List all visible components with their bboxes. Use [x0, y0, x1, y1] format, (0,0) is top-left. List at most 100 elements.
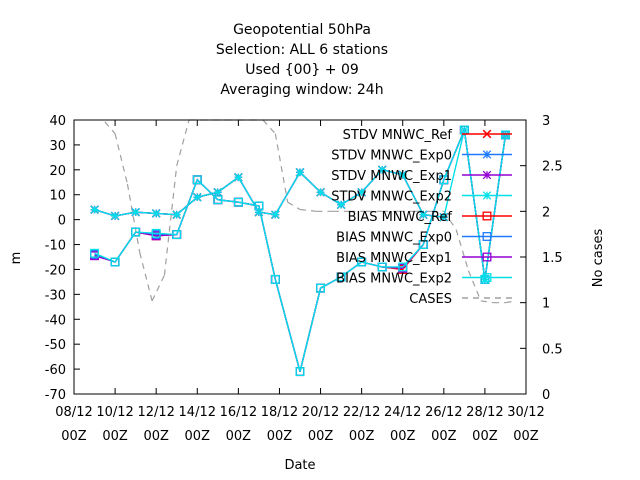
x-tick-label-date: 26/12 [425, 405, 462, 420]
legend-marker [482, 211, 492, 221]
legend-label: BIAS MNWC_Exp1 [336, 251, 452, 266]
data-point [398, 262, 408, 272]
data-point [131, 207, 140, 217]
data-point [439, 212, 449, 222]
data-point [172, 230, 182, 240]
x-tick-label-date: 24/12 [384, 405, 421, 420]
title-line-3: Used {00} + 09 [245, 62, 359, 78]
y-tick-label: -20 [45, 263, 66, 278]
title-line-1: Geopotential 50hPa [233, 22, 371, 38]
data-point [295, 168, 305, 177]
y-tick-label: 20 [49, 164, 66, 179]
y-tick-label: -10 [45, 239, 66, 254]
legend-label: BIAS MNWC_Exp0 [336, 231, 452, 246]
cases-line-segment [299, 208, 317, 212]
y-tick-label: -50 [45, 338, 66, 353]
cases-line-segment [467, 270, 482, 302]
chart-title: Geopotential 50hPa Selection: ALL 6 stat… [216, 22, 388, 98]
data-point [336, 200, 346, 209]
x-tick-label-date: 28/12 [466, 405, 503, 420]
data-point [90, 248, 99, 258]
y-axis-title: m [9, 252, 24, 265]
legend-label: STDV MNWC_Exp2 [331, 190, 452, 205]
y2-axis-title: No cases [591, 229, 606, 288]
data-point [213, 195, 223, 205]
cases-line-segment [480, 300, 494, 304]
cases-line-segment [139, 252, 153, 301]
data-point [357, 257, 367, 267]
y-tick-label: 40 [49, 114, 66, 129]
cases-line-segment [505, 300, 516, 304]
legend-label: STDV MNWC_Ref [343, 128, 453, 143]
legend-label: BIAS MNWC_Ref [348, 210, 453, 225]
legend-marker [482, 129, 492, 139]
legend-entry: BIAS MNWC_Ref [348, 210, 512, 225]
x-tick-label-hour: 00Z [308, 429, 334, 444]
y2-tick-label: 1 [542, 297, 550, 312]
y-tick-label: -30 [45, 288, 66, 303]
y2-tick-label: 2.5 [542, 160, 563, 175]
y-tick-label: -40 [45, 313, 66, 328]
y2-tick-label: 0.5 [542, 342, 563, 357]
data-point [151, 228, 161, 238]
legend-label: STDV MNWC_Exp0 [331, 149, 452, 164]
cases-line-segment [163, 165, 178, 276]
y2-tick-label: 1.5 [542, 251, 563, 266]
legend-entry: BIAS MNWC_Exp1 [336, 251, 512, 266]
x-tick-label-hour: 00Z [226, 429, 252, 444]
data-point [110, 211, 120, 221]
data-point [377, 165, 387, 175]
cases-line-segment [455, 229, 470, 271]
data-point [254, 201, 264, 211]
data-point [151, 209, 161, 218]
data-point [398, 170, 407, 180]
x-tick-label-hour: 00Z [102, 429, 128, 444]
data-point [316, 283, 325, 293]
cases-line-segment [176, 119, 190, 166]
series-stdv-mnwc-exp2 [90, 125, 510, 284]
legend-entry: BIAS MNWC_Exp0 [336, 231, 512, 246]
x-tick-label-hour: 00Z [390, 429, 416, 444]
data-point [501, 130, 510, 140]
legend-marker [482, 273, 492, 282]
y2-tick-label: 3 [542, 114, 550, 129]
data-point [234, 173, 243, 182]
legend-marker [482, 232, 492, 241]
x-tick-label-date: 20/12 [302, 405, 339, 420]
data-point [336, 272, 346, 282]
data-point [418, 240, 428, 249]
x-tick-label-date: 08/12 [55, 405, 92, 420]
cases-line-segment [274, 133, 289, 203]
data-point [480, 274, 490, 284]
legend-entry: STDV MNWC_Exp2 [331, 190, 512, 205]
cases-line-segment [104, 121, 116, 135]
series-line [94, 127, 507, 372]
data-point [233, 197, 243, 207]
x-tick-label-date: 30/12 [507, 405, 544, 420]
x-tick-label-hour: 00Z [267, 429, 293, 444]
legend-label: CASES [409, 292, 452, 307]
x-tick-label-date: 14/12 [179, 405, 216, 420]
data-point [439, 175, 449, 185]
data-point [90, 205, 99, 214]
y2-tick-label: 0 [542, 388, 550, 403]
y-tick-label: -60 [45, 363, 66, 378]
legend-entry: STDV MNWC_Exp0 [331, 149, 512, 164]
x-tick-label-hour: 00Z [349, 429, 375, 444]
x-tick-label-date: 18/12 [261, 405, 298, 420]
x-axis-title: Date [284, 458, 315, 473]
cases-line-segment [126, 183, 141, 253]
y2-tick-label: 2 [542, 205, 550, 220]
data-point [172, 210, 181, 219]
x-tick-label-hour: 00Z [143, 429, 169, 444]
y-tick-label: 10 [49, 189, 66, 204]
cases-line-segment [114, 133, 129, 185]
data-point [193, 192, 202, 202]
data-point [377, 262, 387, 272]
x-tick-label-date: 12/12 [137, 405, 174, 420]
legend-marker [482, 150, 492, 159]
legend-entry: CASES [409, 292, 512, 307]
title-line-4: Averaging window: 24h [220, 82, 383, 98]
x-tick-label-hour: 00Z [61, 429, 87, 444]
